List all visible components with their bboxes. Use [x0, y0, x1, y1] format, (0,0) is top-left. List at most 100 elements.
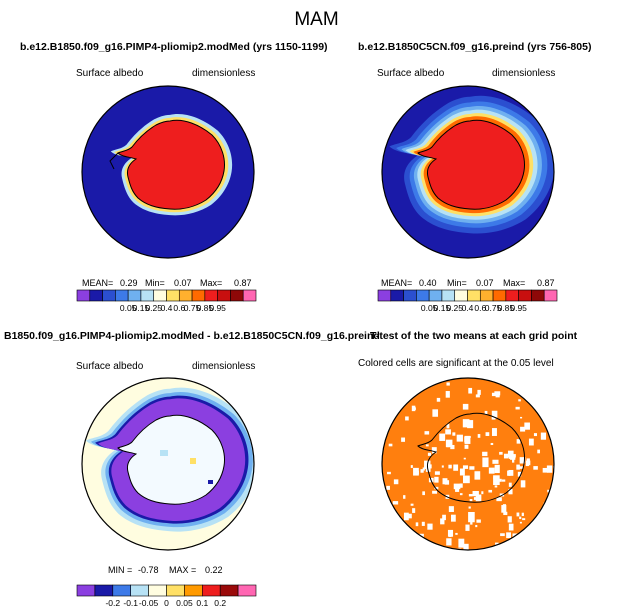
panel3-colorbar-swatch — [130, 584, 149, 597]
panel4-insignificant-cell — [537, 449, 541, 454]
panel2-colorbar-tick-label: 0.95 — [510, 303, 527, 313]
panel4-insignificant-cell — [462, 475, 470, 484]
panel4-insignificant-cell — [491, 428, 497, 436]
panel3-colorbar-tick-label: -0.05 — [139, 598, 159, 608]
panel4-note: Colored cells are significant at the 0.0… — [358, 358, 554, 369]
panel4-insignificant-cell — [401, 437, 406, 442]
panel4-insignificant-cell — [500, 533, 505, 537]
panel4-insignificant-cell — [405, 416, 409, 421]
panel4-insignificant-cell — [515, 406, 520, 410]
panel4-insignificant-cell — [506, 532, 511, 539]
panel4-insignificant-cell — [468, 512, 475, 523]
panel4-insignificant-cell — [422, 491, 425, 496]
panel1-colorbar-swatch — [230, 289, 244, 302]
panel4-insignificant-cell — [502, 504, 507, 509]
panel1-colorbar-tick-label: 0.85 — [197, 303, 214, 313]
panel4-map-border — [381, 377, 555, 551]
panel2-map — [381, 85, 555, 259]
panel3-colorbar-swatch — [112, 584, 132, 597]
panel4-insignificant-cell — [533, 433, 538, 437]
panel4-insignificant-cell — [516, 464, 520, 470]
panel1-colorbar-swatch — [76, 289, 91, 302]
panel2-colorbar-swatch — [518, 289, 532, 302]
panel4-insignificant-cell — [474, 471, 481, 480]
panel4-insignificant-cell — [520, 480, 526, 488]
panel2-colorbar-swatch — [428, 289, 443, 302]
panel2-colorbar-swatch — [416, 289, 430, 302]
panel4-insignificant-cell — [520, 426, 526, 432]
panel2-units-label: dimensionless — [492, 68, 556, 79]
panel4-insignificant-cell — [519, 466, 524, 469]
panel4-insignificant-cell — [440, 518, 445, 525]
panel4-insignificant-cell — [501, 505, 507, 513]
panel2-colorbar-swatch — [454, 289, 468, 302]
panel4-insignificant-cell — [442, 478, 448, 485]
panel2-colorbar-swatch — [492, 289, 507, 302]
panel2-max-value: 0.87 — [537, 278, 555, 288]
panel2-colorbar-swatch — [543, 289, 558, 302]
panel1-colorbar-tick-label: 0.15 — [133, 303, 150, 313]
panel4-insignificant-cell — [413, 467, 419, 476]
panel2-colorbar-tick-label: 0.85 — [498, 303, 515, 313]
panel4-insignificant-cell — [453, 483, 461, 490]
panel1-colorbar-swatch — [115, 289, 129, 302]
panel4-insignificant-cell — [416, 470, 419, 475]
panel1-peninsula — [109, 152, 119, 170]
panel4-insignificant-cell — [525, 464, 530, 467]
panel4-insignificant-cell — [508, 482, 512, 487]
panel4-insignificant-cell — [494, 464, 500, 474]
panel4-insignificant-cell — [484, 410, 488, 415]
panel3-min-label: MIN = — [108, 565, 133, 575]
panel4-insignificant-cell — [446, 382, 450, 386]
panel4-insignificant-cell — [475, 524, 478, 528]
panel3-patch — [190, 458, 196, 464]
panel1-units-label: dimensionless — [192, 68, 256, 79]
panel3-map-border — [81, 377, 255, 551]
panel4-insignificant-cell — [452, 432, 456, 436]
panel4-insignificant-cell — [472, 490, 479, 497]
panel4-insignificant-cell — [510, 455, 516, 460]
panel4-title: T-test of the two means at each grid poi… — [370, 330, 578, 342]
panel4-insignificant-cell — [451, 514, 456, 522]
panel4-insignificant-cell — [547, 489, 550, 493]
panel3-colorbar-tick-label: 0.2 — [214, 598, 226, 608]
panel1-colorbar: 0.050.150.250.4 0.60.750.850.95 — [76, 289, 257, 313]
panel4-insignificant-cell — [546, 465, 553, 473]
panel2-colorbar-swatch — [479, 289, 494, 302]
panel1-colorbar-tick-label: 0.05 — [120, 303, 137, 313]
panel1-min-value: 0.07 — [174, 278, 192, 288]
panel1-mean-label: MEAN= — [82, 278, 114, 288]
panel3-colorbar-swatch — [94, 584, 114, 597]
panel4-insignificant-cell — [432, 490, 438, 494]
panel4-insignificant-cell — [520, 416, 523, 419]
panel4-insignificant-cell — [411, 405, 416, 412]
panel4-insignificant-cell — [475, 394, 480, 398]
panel4-insignificant-cell — [521, 512, 524, 517]
panel4-insignificant-cell — [503, 511, 508, 515]
panel2-max-label: Max= — [503, 278, 526, 288]
panel4-insignificant-cell — [501, 479, 506, 482]
panel4-insignificant-cell — [431, 447, 437, 454]
panel4-insignificant-cell — [407, 513, 412, 519]
panel4-insignificant-cell — [507, 450, 514, 458]
panel1-field-label: Surface albedo — [76, 68, 144, 79]
panel3-colorbar-tick-label: 0 — [164, 598, 169, 608]
panel1-map-border — [81, 85, 255, 259]
panel1-colorbar-tick-label: 0.95 — [209, 303, 226, 313]
panel4-insignificant-cell — [491, 392, 497, 397]
panel4-insignificant-cell — [475, 494, 482, 502]
panel4-insignificant-cell — [420, 469, 424, 473]
panel4-insignificant-cell — [434, 471, 440, 475]
panel4-insignificant-cell — [425, 444, 429, 447]
panel4-insignificant-cell — [447, 529, 454, 537]
panel4-insignificant-cell — [492, 459, 499, 464]
panel4-insignificant-cell — [453, 464, 459, 471]
panel4-insignificant-cell — [488, 467, 495, 474]
panel4-insignificant-cell — [465, 475, 470, 479]
panel4-insignificant-cell — [427, 523, 433, 530]
panel4-insignificant-cell — [469, 499, 473, 502]
panel4-insignificant-cell — [459, 468, 465, 476]
panel4-insignificant-cell — [421, 521, 425, 526]
panel1-colorbar-swatch — [102, 289, 116, 302]
